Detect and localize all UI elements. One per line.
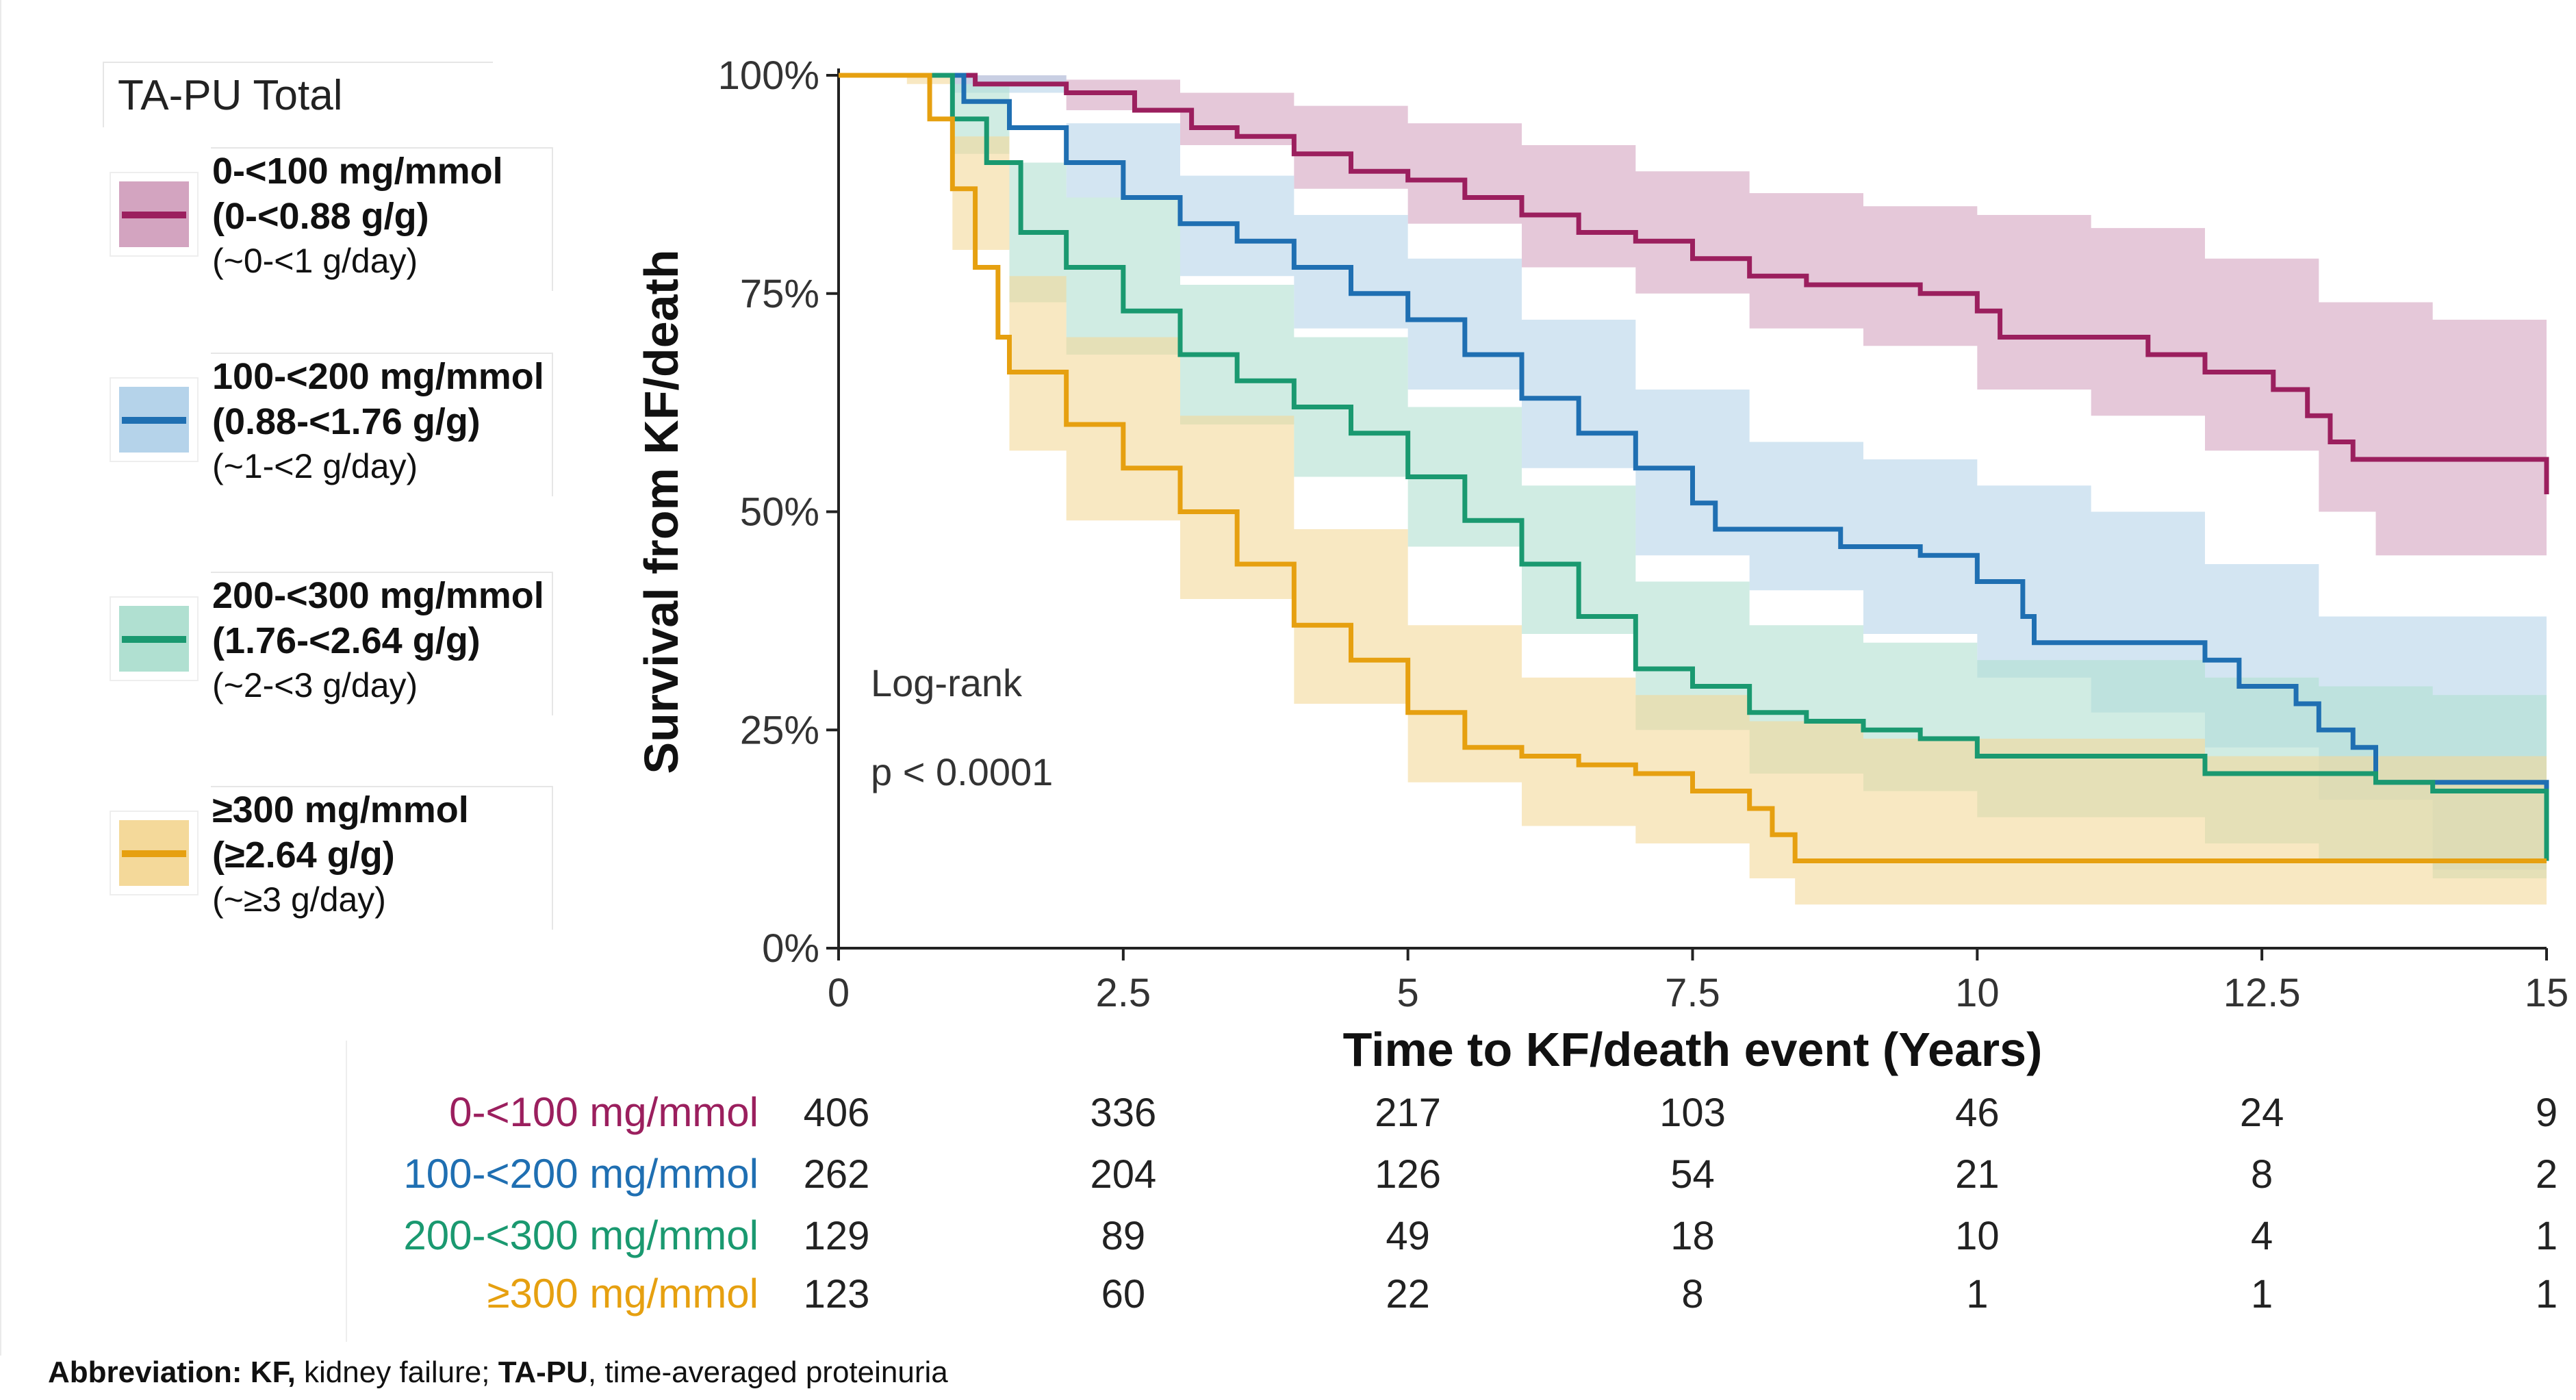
page-frame (0, 0, 1, 1356)
legend-label-gg: (0-<0.88 g/g) (212, 196, 429, 237)
survival-curve-3 (839, 73, 2547, 863)
x-tick-label: 15 (2525, 971, 2569, 1015)
confidence-band-2 (839, 75, 2547, 931)
logrank-pvalue: p < 0.0001 (871, 750, 1053, 793)
y-tick-label: 100% (718, 53, 819, 98)
survival-curve-2 (839, 73, 2549, 861)
risk-count: 406 (804, 1091, 870, 1135)
legend-text: 0-<100 mg/mmol (0-<0.88 g/g) (~0-<1 g/da… (211, 147, 553, 291)
legend-label-gday: (~0-<1 g/day) (212, 242, 418, 280)
risk-count: 18 (1670, 1214, 1715, 1258)
footnote-kf-label: Abbreviation: KF, (48, 1356, 296, 1389)
legend-text: 100-<200 mg/mmol (0.88-<1.76 g/g) (~1-<2… (211, 353, 553, 496)
legend-key-0-100 (110, 172, 199, 257)
risk-table-row-label: 100-<200 mg/mmol (403, 1151, 758, 1197)
risk-count: 126 (1375, 1152, 1441, 1197)
x-tick-label: 5 (1397, 971, 1419, 1015)
risk-count: 2 (2536, 1152, 2558, 1197)
legend-label-gg: (1.76-<2.64 g/g) (212, 620, 481, 661)
legend-text: ≥300 mg/mmol (≥2.64 g/g) (~≥3 g/day) (211, 786, 553, 930)
risk-count: 262 (804, 1152, 870, 1197)
risk-count: 204 (1090, 1152, 1156, 1197)
risk-count: 24 (2240, 1091, 2284, 1135)
risk-count: 10 (1955, 1214, 2000, 1258)
y-tick-label: 0% (762, 926, 819, 971)
risk-count: 217 (1375, 1091, 1441, 1135)
logrank-label: Log-rank (871, 661, 1023, 704)
x-tick-label: 10 (1955, 971, 2000, 1015)
x-tick-label: 7.5 (1665, 971, 1720, 1015)
risk-table-row-label: 200-<300 mg/mmol (403, 1212, 758, 1258)
risk-table-row-label: 0-<100 mg/mmol (449, 1089, 758, 1135)
survival-curve-0 (839, 73, 2549, 494)
legend-text: 200-<300 mg/mmol (1.76-<2.64 g/g) (~2-<3… (211, 572, 553, 715)
risk-count: 123 (804, 1272, 870, 1316)
risk-count: 1 (2251, 1272, 2273, 1316)
legend-key-100-200 (110, 377, 199, 462)
survival-curve-1 (839, 73, 2549, 800)
x-tick-label: 2.5 (1096, 971, 1151, 1015)
legend-label-gg: (0.88-<1.76 g/g) (212, 401, 481, 442)
legend-label-gday: (~1-<2 g/day) (212, 447, 418, 485)
risk-count: 1 (1966, 1272, 1988, 1316)
risk-count: 1 (2536, 1272, 2558, 1316)
legend-item-100-200: 100-<200 mg/mmol (0.88-<1.76 g/g) (~1-<2… (110, 353, 561, 500)
risk-count: 336 (1090, 1091, 1156, 1135)
risk-count: 8 (1681, 1272, 1703, 1316)
risk-count: 60 (1101, 1272, 1146, 1316)
legend-label-mmol: 0-<100 mg/mmol (212, 151, 503, 192)
risk-count: 8 (2251, 1152, 2273, 1197)
y-tick-label: 50% (740, 490, 819, 535)
legend-label-mmol: 200-<300 mg/mmol (212, 575, 544, 616)
legend-label-mmol: ≥300 mg/mmol (212, 789, 469, 830)
legend-title: TA-PU Total (103, 62, 493, 127)
footnote-tapu-label: TA-PU (498, 1356, 588, 1389)
risk-count: 22 (1386, 1272, 1430, 1316)
confidence-band-0 (839, 75, 2547, 556)
risk-count: 103 (1659, 1091, 1726, 1135)
legend-line-swatch (122, 417, 186, 424)
risk-count: 9 (2536, 1091, 2558, 1135)
risk-count: 89 (1101, 1214, 1146, 1258)
legend-line-swatch (122, 850, 186, 857)
y-axis-title: Survival from KF/death (635, 249, 688, 774)
legend-item-200-300: 200-<300 mg/mmol (1.76-<2.64 g/g) (~2-<3… (110, 572, 561, 720)
risk-count: 1 (2536, 1214, 2558, 1258)
risk-count: 49 (1386, 1214, 1430, 1258)
risk-count: 46 (1955, 1091, 2000, 1135)
footnote-tapu-text: , time-averaged proteinuria (587, 1356, 948, 1389)
legend-label-mmol: 100-<200 mg/mmol (212, 356, 544, 397)
legend-label-gday: (~2-<3 g/day) (212, 666, 418, 704)
risk-count: 4 (2251, 1214, 2273, 1258)
x-tick-label: 12.5 (2223, 971, 2301, 1015)
legend-item-0-100: 0-<100 mg/mmol (0-<0.88 g/g) (~0-<1 g/da… (110, 147, 561, 295)
risk-table-row-label: ≥300 mg/mmol (487, 1271, 758, 1316)
legend-label-gday: (~≥3 g/day) (212, 880, 386, 919)
legend-line-swatch (122, 212, 186, 218)
risk-table-frame (346, 1041, 347, 1342)
y-tick-label: 75% (740, 272, 819, 316)
abbreviation-footnote: Abbreviation: KF, kidney failure; TA-PU,… (48, 1356, 948, 1390)
x-axis-title: Time to KF/death event (Years) (1343, 1023, 2043, 1076)
legend-line-swatch (122, 636, 186, 643)
legend-item-300-plus: ≥300 mg/mmol (≥2.64 g/g) (~≥3 g/day) (110, 786, 561, 934)
legend-key-300-plus (110, 811, 199, 895)
risk-count: 21 (1955, 1152, 2000, 1197)
legend-label-gg: (≥2.64 g/g) (212, 835, 395, 876)
risk-count: 129 (804, 1214, 870, 1258)
risk-count: 54 (1670, 1152, 1715, 1197)
y-tick-label: 25% (740, 708, 819, 752)
legend-key-200-300 (110, 596, 199, 681)
footnote-kf-text: kidney failure; (295, 1356, 498, 1389)
x-tick-label: 0 (828, 971, 850, 1015)
